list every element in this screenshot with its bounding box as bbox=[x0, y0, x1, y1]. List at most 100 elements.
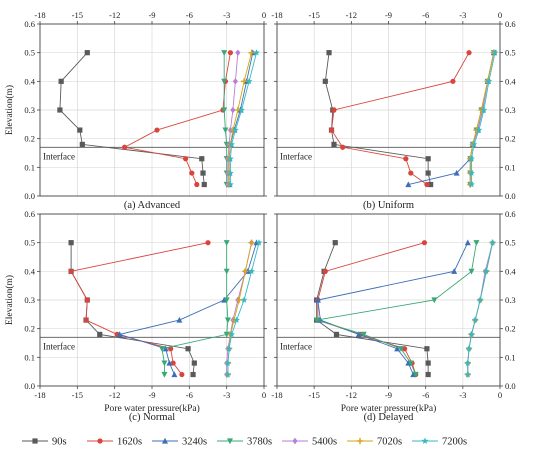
y-tick-label: 0.0 bbox=[505, 191, 516, 201]
x-tick-label: -6 bbox=[422, 10, 429, 20]
panel-0: Interface 0.0 0.1 0.2 0.3 0.4 0.5 0.6-18 -15 -12 -… bbox=[4, 10, 267, 211]
series-line bbox=[317, 242, 425, 375]
series-line bbox=[223, 52, 228, 185]
x-tick-label: 0 bbox=[262, 390, 266, 400]
data-point bbox=[470, 140, 478, 148]
data-point bbox=[248, 267, 255, 275]
series-line bbox=[123, 52, 231, 185]
panel-caption: (d) Delayed bbox=[364, 412, 415, 423]
series-line bbox=[331, 52, 470, 185]
x-tick-label: -6 bbox=[186, 390, 193, 400]
y-tick-label: 0.0 bbox=[505, 381, 516, 391]
data-point bbox=[340, 144, 346, 150]
data-point bbox=[224, 359, 232, 366]
series-1620s bbox=[122, 50, 233, 188]
series-7020s bbox=[464, 239, 496, 378]
x-tick-label: -3 bbox=[223, 390, 230, 400]
data-point bbox=[190, 371, 196, 378]
series-3780s bbox=[158, 240, 231, 378]
data-point bbox=[332, 240, 338, 246]
data-point bbox=[225, 345, 233, 352]
data-point bbox=[255, 239, 263, 246]
data-point bbox=[158, 346, 165, 352]
data-point bbox=[68, 240, 74, 246]
data-point bbox=[476, 296, 484, 303]
data-point bbox=[185, 346, 191, 352]
y-tick-label: 0.1 bbox=[505, 352, 516, 362]
data-point bbox=[84, 297, 90, 303]
series-line bbox=[70, 242, 209, 375]
data-point bbox=[230, 106, 236, 114]
x-tick-label: -18 bbox=[271, 10, 282, 20]
data-point bbox=[221, 78, 228, 85]
x-tick-label: -18 bbox=[34, 390, 45, 400]
y-tick-label: 0.4 bbox=[505, 266, 516, 276]
x-tick-label: 0 bbox=[262, 10, 266, 20]
data-point bbox=[171, 371, 178, 378]
data-point bbox=[191, 360, 197, 366]
data-point bbox=[228, 330, 235, 338]
data-point bbox=[232, 78, 238, 85]
series-line bbox=[229, 52, 257, 185]
data-point bbox=[183, 156, 189, 162]
data-point bbox=[428, 181, 434, 188]
series-line bbox=[467, 242, 494, 375]
series-line bbox=[59, 52, 205, 185]
y-tick-label: 0.4 bbox=[24, 266, 35, 276]
data-point bbox=[453, 169, 460, 176]
series-3240s bbox=[314, 239, 471, 378]
data-point bbox=[468, 169, 475, 176]
x-tick-label: -15 bbox=[72, 390, 83, 400]
series-7200s bbox=[464, 239, 496, 378]
data-point bbox=[248, 239, 255, 246]
data-point bbox=[240, 78, 248, 85]
series-90s bbox=[68, 240, 197, 378]
data-point bbox=[176, 316, 183, 323]
series-1620s bbox=[68, 240, 211, 378]
x-tick-label: -9 bbox=[148, 390, 155, 400]
y-tick-label: 0.1 bbox=[505, 162, 516, 172]
data-point bbox=[205, 240, 211, 246]
data-point bbox=[402, 346, 408, 352]
data-point bbox=[116, 331, 123, 337]
x-tick-label: -3 bbox=[223, 10, 230, 20]
y-axis-label: Elevation(m) bbox=[4, 85, 15, 135]
data-point bbox=[227, 50, 233, 56]
y-tick-label: 0.5 bbox=[24, 238, 35, 248]
series-line bbox=[227, 242, 252, 375]
series-line bbox=[471, 52, 496, 185]
x-tick-label: -12 bbox=[346, 390, 357, 400]
y-tick-label: 0.2 bbox=[505, 134, 516, 144]
series-7200s bbox=[468, 49, 499, 188]
data-point bbox=[405, 181, 412, 188]
legend-marker bbox=[32, 438, 38, 444]
data-point bbox=[465, 345, 473, 352]
series-line bbox=[226, 242, 252, 375]
data-point bbox=[322, 268, 328, 274]
x-axis-label: Pore water pressure(kPa) bbox=[104, 403, 200, 414]
data-point bbox=[424, 181, 430, 188]
legend-marker bbox=[162, 437, 168, 444]
data-point bbox=[242, 268, 249, 275]
y-axis-label: Elevation(m) bbox=[4, 275, 15, 325]
data-point bbox=[326, 50, 332, 56]
series-line bbox=[467, 242, 494, 375]
data-point bbox=[360, 331, 367, 338]
data-point bbox=[403, 156, 409, 162]
data-point bbox=[425, 360, 431, 366]
data-point bbox=[397, 346, 404, 352]
data-point bbox=[480, 106, 488, 113]
data-point bbox=[328, 127, 335, 133]
data-point bbox=[425, 156, 431, 162]
legend-marker bbox=[97, 438, 103, 444]
data-point bbox=[451, 268, 458, 274]
series-90s bbox=[57, 50, 207, 188]
y-tick-label: 0.4 bbox=[505, 76, 516, 86]
x-tick-label: -9 bbox=[148, 10, 155, 20]
y-tick-label: 0.2 bbox=[24, 134, 35, 144]
data-point bbox=[355, 331, 362, 337]
x-tick-label: -15 bbox=[308, 10, 319, 20]
data-point bbox=[223, 331, 230, 338]
data-point bbox=[200, 170, 206, 176]
y-tick-label: 0.4 bbox=[24, 76, 35, 86]
